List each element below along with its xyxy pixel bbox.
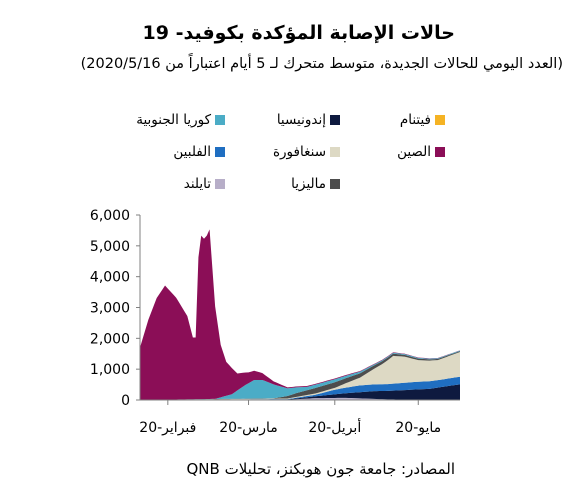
x-tick-label: مارس-20 <box>219 420 278 436</box>
legend-item-korea: كوريا الجنوبية <box>136 112 225 128</box>
area-series-indonesia <box>140 384 460 400</box>
area-series-korea <box>140 350 460 400</box>
legend-swatch-thailand <box>215 179 225 189</box>
legend-label-vietnam: فيتنام <box>399 112 431 128</box>
legend-item-philippines: الفلبين <box>173 144 225 160</box>
legend-label-thailand: تايلند <box>183 176 211 192</box>
legend-item-singapore: سنغافورة <box>273 144 340 160</box>
chart-source: المصادر: جامعة جون هوبكنز، تحليلات QNB <box>186 460 455 478</box>
y-tick-label: 6,000 <box>90 208 130 224</box>
legend-item-malaysia: ماليزيا <box>291 176 340 192</box>
y-tick-label: 1,000 <box>90 362 130 378</box>
legend-swatch-indonesia <box>330 115 340 125</box>
chart-legend: كوريا الجنوبية إندونيسيا فيتنام الفلبين … <box>0 0 585 200</box>
area-series-philippines <box>140 376 460 400</box>
x-tick-label: أبريل-20 <box>308 418 361 436</box>
series-areas <box>140 229 460 400</box>
x-tick-label: مايو-20 <box>395 420 441 436</box>
area-series-malaysia <box>140 351 460 400</box>
x-tick-label: فبراير-20 <box>139 420 196 436</box>
legend-label-korea: كوريا الجنوبية <box>136 112 211 128</box>
legend-swatch-singapore <box>330 147 340 157</box>
y-tick-label: 2,000 <box>90 331 130 347</box>
y-tick-label: 3,000 <box>90 301 130 317</box>
legend-swatch-philippines <box>215 147 225 157</box>
y-tick-label: 5,000 <box>90 239 130 255</box>
chart-subtitle: (العدد اليومي للحالات الجديدة، متوسط متح… <box>80 56 563 72</box>
legend-item-vietnam: فيتنام <box>400 112 445 128</box>
area-series-singapore <box>140 352 460 400</box>
legend-label-philippines: الفلبين <box>173 144 211 160</box>
area-series-thailand <box>140 397 460 400</box>
legend-swatch-vietnam <box>435 115 445 125</box>
legend-item-china: الصين <box>397 144 445 160</box>
y-tick-label: 0 <box>121 393 130 409</box>
legend-swatch-china <box>435 147 445 157</box>
legend-label-china: الصين <box>397 144 431 160</box>
y-tick-label: 4,000 <box>90 270 130 286</box>
area-series-china <box>140 229 460 400</box>
chart-axes: 0 1,000 2,000 3,000 4,000 5,000 6,000 فبراير-20… <box>90 208 460 436</box>
legend-label-singapore: سنغافورة <box>272 144 326 160</box>
legend-item-indonesia: إندونيسيا <box>277 112 340 128</box>
legend-label-malaysia: ماليزيا <box>291 176 326 192</box>
legend-label-indonesia: إندونيسيا <box>276 112 326 128</box>
legend-item-thailand: تايلند <box>184 176 225 192</box>
legend-swatch-malaysia <box>330 179 340 189</box>
chart-title: حالات الإصابة المؤكدة بكوفيد- 19 <box>142 22 455 44</box>
legend-swatch-korea <box>215 115 225 125</box>
